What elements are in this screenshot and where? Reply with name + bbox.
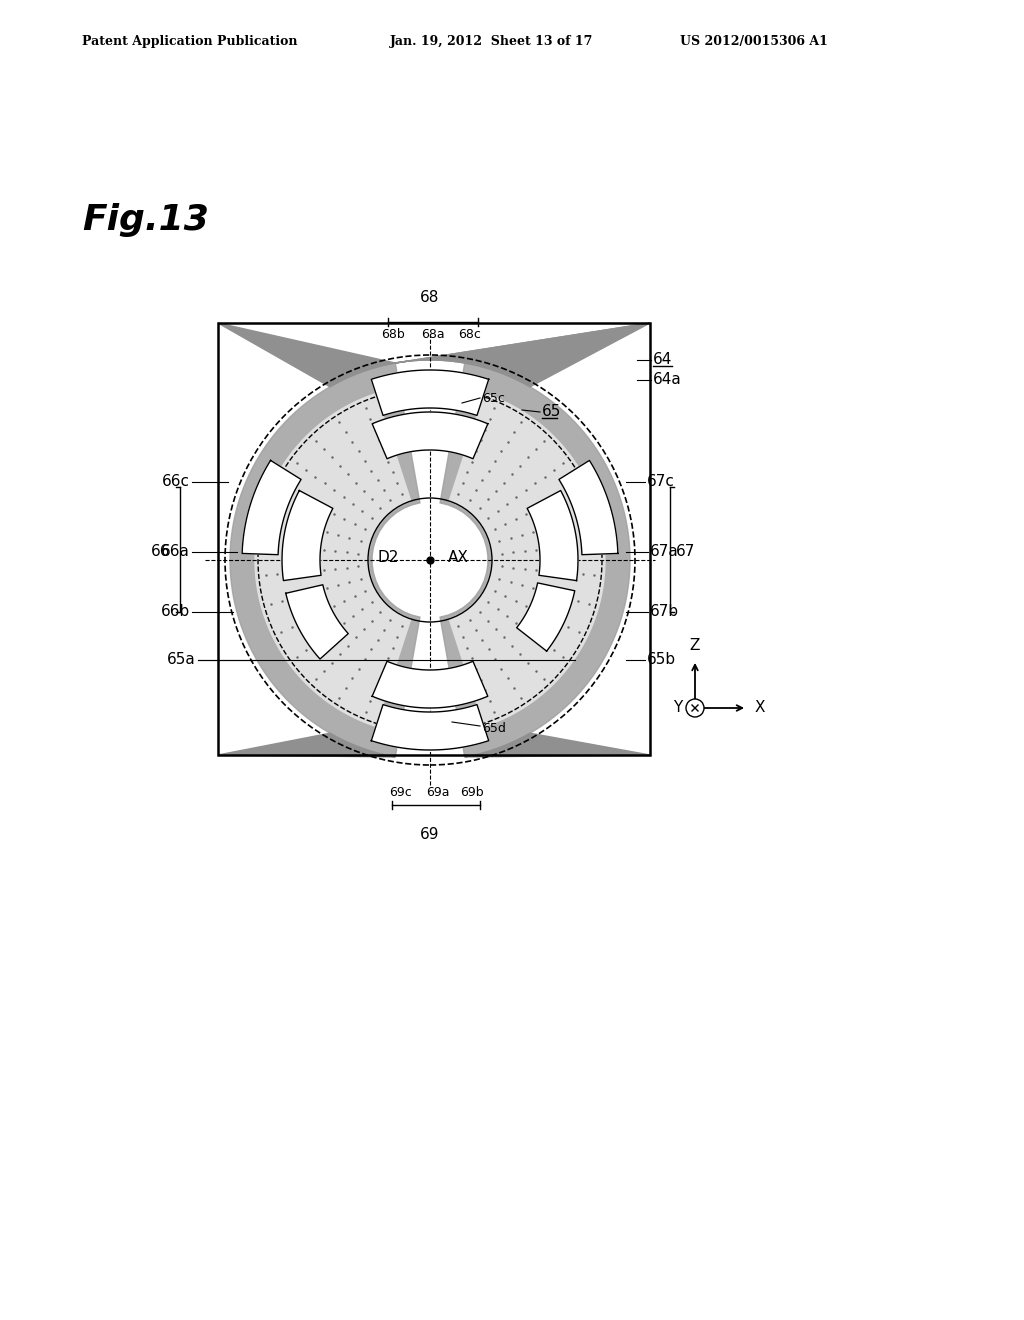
Polygon shape [372, 661, 487, 708]
Polygon shape [218, 733, 395, 756]
Text: 68: 68 [420, 290, 439, 305]
Circle shape [686, 700, 705, 717]
Text: 69a: 69a [426, 785, 450, 799]
Text: 65d: 65d [482, 722, 506, 734]
Polygon shape [372, 412, 487, 459]
Polygon shape [218, 323, 395, 387]
Text: 65: 65 [542, 404, 561, 420]
Text: 69b: 69b [460, 785, 483, 799]
Polygon shape [395, 323, 650, 363]
Polygon shape [255, 393, 411, 726]
Text: US 2012/0015306 A1: US 2012/0015306 A1 [680, 36, 827, 49]
Polygon shape [465, 323, 650, 387]
Polygon shape [527, 491, 578, 581]
Text: X: X [755, 701, 766, 715]
Text: 64: 64 [653, 352, 673, 367]
Text: 69c: 69c [389, 785, 412, 799]
Text: Y: Y [673, 701, 682, 715]
Polygon shape [450, 393, 605, 726]
Text: 67a: 67a [650, 544, 679, 560]
Polygon shape [395, 323, 650, 363]
Text: 67b: 67b [650, 605, 679, 619]
Text: D2: D2 [377, 549, 398, 565]
Text: 68a: 68a [421, 327, 444, 341]
Text: Jan. 19, 2012  Sheet 13 of 17: Jan. 19, 2012 Sheet 13 of 17 [390, 36, 593, 49]
Polygon shape [372, 705, 488, 750]
Text: 67c: 67c [647, 474, 675, 490]
Polygon shape [286, 585, 348, 659]
Text: 65c: 65c [482, 392, 505, 404]
Text: 66: 66 [151, 544, 170, 560]
Text: 66b: 66b [161, 605, 190, 619]
Polygon shape [372, 370, 488, 416]
Polygon shape [465, 733, 650, 756]
Polygon shape [282, 491, 333, 581]
Polygon shape [242, 461, 301, 554]
Text: 68c: 68c [459, 327, 481, 341]
Text: 66a: 66a [161, 544, 190, 560]
Polygon shape [517, 583, 574, 651]
Text: 65b: 65b [647, 652, 676, 668]
Text: 65a: 65a [167, 652, 196, 668]
Text: 66c: 66c [162, 474, 190, 490]
Text: Fig.13: Fig.13 [82, 203, 209, 238]
Text: 64a: 64a [653, 372, 682, 388]
Text: Patent Application Publication: Patent Application Publication [82, 36, 298, 49]
Text: 69: 69 [420, 828, 439, 842]
Polygon shape [559, 461, 617, 554]
Text: Z: Z [690, 638, 700, 653]
Polygon shape [230, 363, 420, 756]
Text: 67: 67 [676, 544, 695, 560]
Polygon shape [440, 363, 630, 756]
Text: 68b: 68b [381, 327, 404, 341]
Text: AX: AX [447, 549, 468, 565]
Bar [218, 323, 650, 755]
